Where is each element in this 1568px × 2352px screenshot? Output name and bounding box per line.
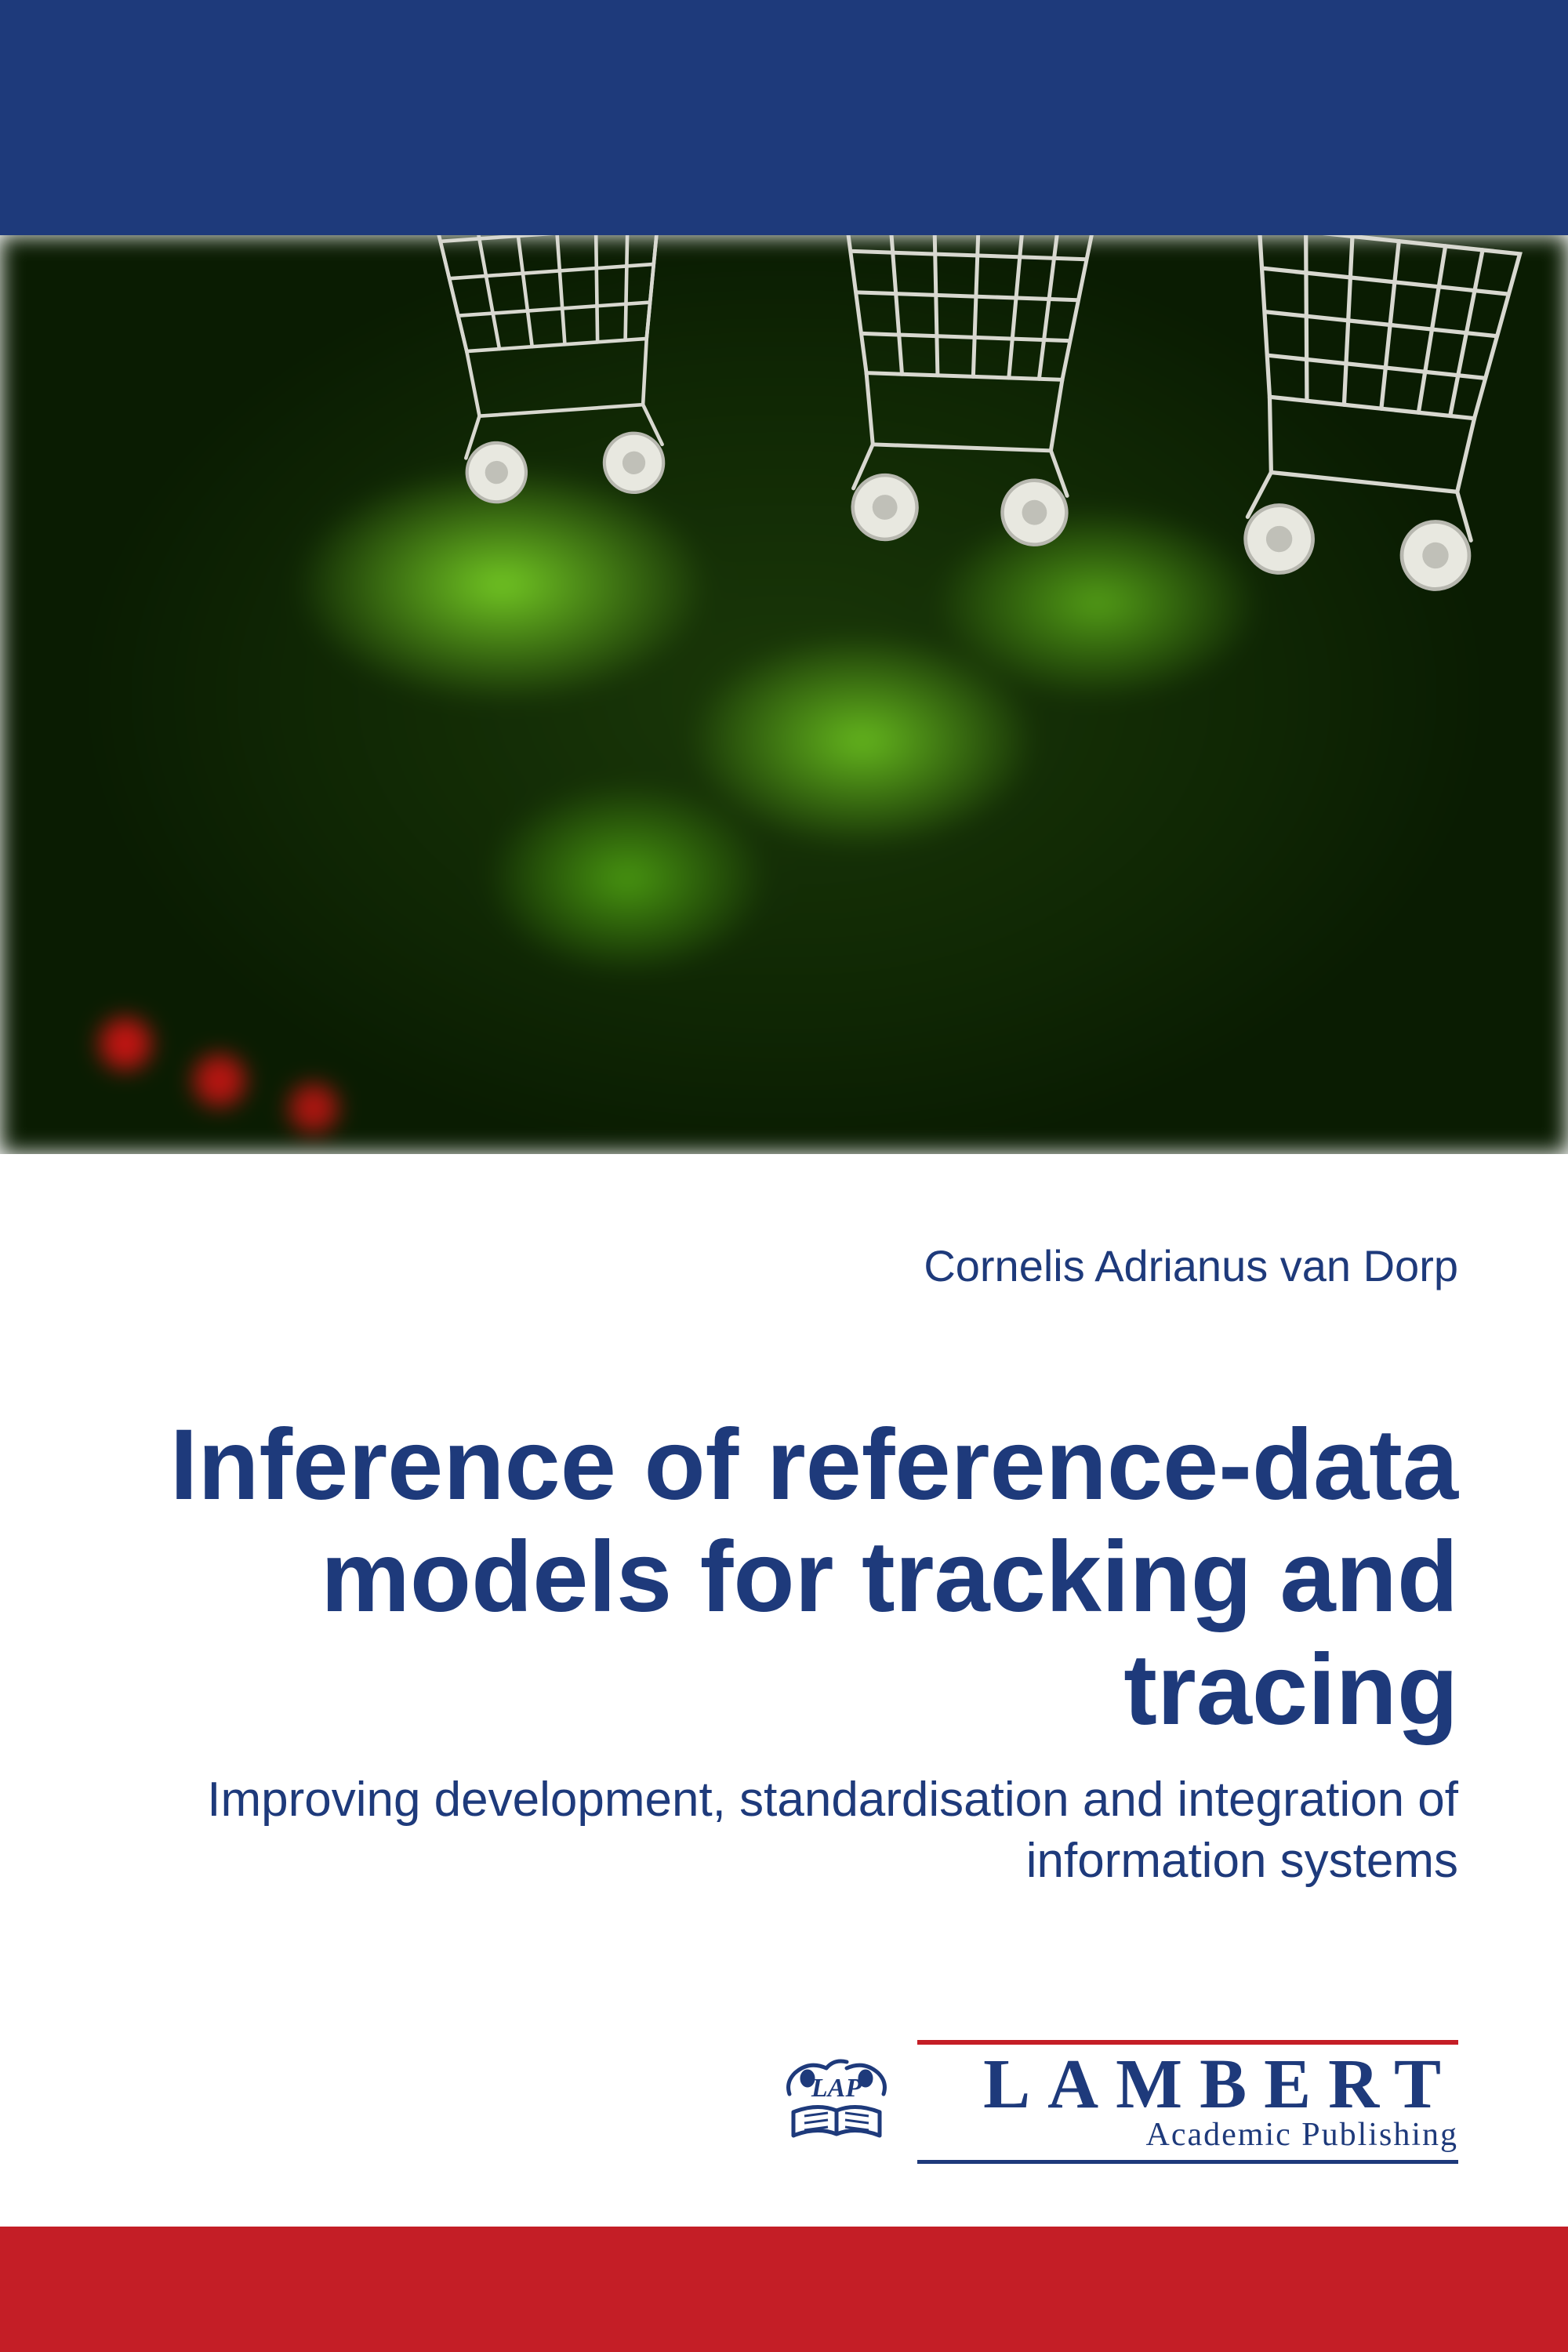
publisher-name: LAMBERT	[917, 2053, 1458, 2118]
top-band	[0, 0, 1568, 235]
book-cover: Cornelis Adrianus van Dorp Inference of …	[0, 0, 1568, 2352]
publisher-subtitle: Academic Publishing	[917, 2116, 1458, 2154]
shopping-carts	[235, 235, 1568, 612]
shopping-cart-icon	[777, 235, 1151, 579]
publisher-rule-top	[917, 2040, 1458, 2045]
publisher-text: LAMBERT Academic Publishing	[917, 2040, 1458, 2164]
book-subtitle: Improving development, standardisation a…	[110, 1769, 1458, 1891]
publisher-logo-icon: LAP	[778, 2051, 895, 2153]
cover-image-area	[0, 235, 1568, 1154]
text-area: Cornelis Adrianus van Dorp Inference of …	[0, 1154, 1568, 2227]
shopping-cart-icon	[379, 235, 735, 536]
publisher-rule-bottom	[917, 2160, 1458, 2164]
shopping-cart-icon	[1162, 235, 1568, 632]
book-title: Inference of reference-data models for t…	[110, 1409, 1458, 1746]
author-name: Cornelis Adrianus van Dorp	[924, 1240, 1458, 1291]
bottom-band	[0, 2227, 1568, 2352]
publisher-block: LAP LAMBERT Academic Publi	[778, 2040, 1458, 2164]
publisher-badge-text: LAP	[811, 2074, 862, 2103]
